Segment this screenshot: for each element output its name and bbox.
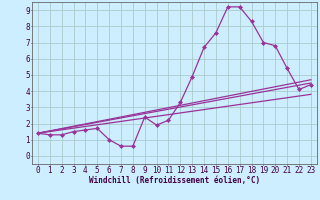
X-axis label: Windchill (Refroidissement éolien,°C): Windchill (Refroidissement éolien,°C) (89, 176, 260, 185)
